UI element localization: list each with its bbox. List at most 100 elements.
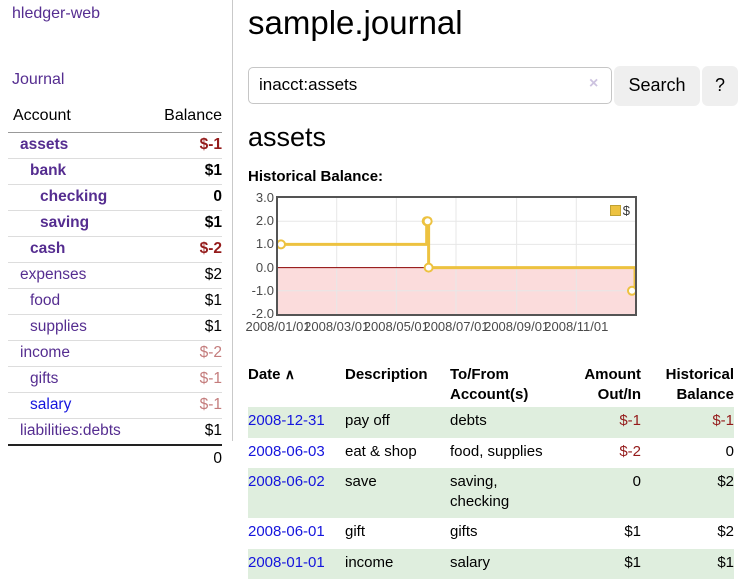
transaction-amount: 0 bbox=[632, 472, 641, 490]
y-axis-tick-label: 1.0 bbox=[255, 236, 274, 252]
app-title-link[interactable]: hledger-web bbox=[12, 5, 101, 22]
account-balance: $1 bbox=[149, 314, 222, 341]
register-row: 2008-12-31 pay off debts $-1 $-1 bbox=[248, 407, 734, 438]
search-form: × Search ? bbox=[248, 65, 738, 106]
account-link-cash[interactable]: cash bbox=[30, 240, 66, 257]
account-balance: $1 bbox=[149, 288, 222, 315]
account-link-bank[interactable]: bank bbox=[30, 162, 67, 179]
transaction-balance: $1 bbox=[717, 553, 734, 571]
transaction-description: eat & shop bbox=[345, 442, 417, 460]
account-row: supplies $1 bbox=[8, 314, 222, 341]
account-link-checking[interactable]: checking bbox=[40, 188, 108, 205]
chart-title: Historical Balance: bbox=[248, 167, 384, 185]
search-button[interactable]: Search bbox=[614, 65, 700, 106]
tofrom-column-header: To/From Account(s) bbox=[450, 365, 529, 404]
legend-label: $ bbox=[622, 202, 630, 218]
accounts-total-value: 0 bbox=[149, 444, 222, 472]
account-link-saving[interactable]: saving bbox=[40, 214, 90, 231]
amount-column-header: Amount Out/In bbox=[584, 365, 641, 404]
account-link-assets[interactable]: assets bbox=[20, 136, 69, 153]
transaction-accounts: gifts bbox=[450, 523, 478, 541]
transaction-description: gift bbox=[345, 523, 366, 541]
accounts-table-header: Account Balance bbox=[8, 102, 222, 133]
register-row: 2008-01-01 income salary $1 $1 bbox=[248, 548, 734, 579]
account-link-food[interactable]: food bbox=[30, 292, 61, 309]
account-balance: $-2 bbox=[149, 340, 222, 367]
historical-balance-chart: 3.0 2.0 1.0 0.0 -1.0 -2.0 $ 2008/01/01 2008/03… bbox=[245, 189, 734, 336]
account-balance: $-2 bbox=[149, 236, 222, 263]
chart-canvas bbox=[278, 197, 635, 314]
transaction-date-link[interactable]: 2008-06-03 bbox=[248, 442, 325, 460]
register-row: 2008-06-01 gift gifts $1 $2 bbox=[248, 518, 734, 548]
transaction-accounts: salary bbox=[450, 553, 491, 571]
transaction-balance: $2 bbox=[717, 523, 734, 541]
account-row: expenses $2 bbox=[8, 262, 222, 289]
x-axis-tick-label: 2008/01/01 bbox=[245, 318, 311, 334]
transaction-description: save bbox=[345, 472, 377, 490]
register-header-row: Date ∧ Description To/From Account(s) Am… bbox=[248, 363, 734, 408]
x-axis-tick-label: 2008/09/01 bbox=[484, 318, 550, 334]
account-link-income[interactable]: income bbox=[20, 344, 70, 361]
account-column-header: Account bbox=[8, 102, 150, 133]
account-row: salary $-1 bbox=[8, 392, 222, 419]
transaction-accounts: saving, checking bbox=[450, 472, 510, 511]
transaction-balance: $2 bbox=[717, 472, 734, 490]
y-axis-tick-label: -1.0 bbox=[251, 282, 274, 298]
transaction-amount: $1 bbox=[624, 523, 641, 541]
account-link-supplies[interactable]: supplies bbox=[30, 318, 87, 335]
date-column-header[interactable]: Date ∧ bbox=[248, 365, 295, 383]
y-axis-tick-label: 2.0 bbox=[255, 213, 274, 229]
y-axis-tick-label: 3.0 bbox=[255, 189, 274, 205]
account-heading: assets bbox=[248, 121, 327, 152]
account-row: liabilities:debts $1 bbox=[8, 418, 222, 446]
legend-swatch-icon bbox=[609, 204, 621, 216]
account-balance: 0 bbox=[149, 184, 222, 211]
x-axis-tick-label: 2008/05/01 bbox=[363, 318, 429, 334]
chart-x-axis: 2008/01/01 2008/03/01 2008/05/01 2008/07/01… bbox=[245, 318, 734, 335]
search-input[interactable] bbox=[248, 66, 612, 104]
y-axis-tick-label: -2.0 bbox=[251, 305, 274, 321]
transaction-amount: $1 bbox=[624, 553, 641, 571]
transaction-amount: $-2 bbox=[619, 442, 641, 460]
transaction-date-link[interactable]: 2008-01-01 bbox=[248, 553, 325, 571]
x-axis-tick-label: 2008/07/01 bbox=[423, 318, 489, 334]
account-row: assets $-1 bbox=[8, 132, 222, 159]
transaction-date-link[interactable]: 2008-06-01 bbox=[248, 523, 325, 541]
transaction-accounts: debts bbox=[450, 412, 487, 430]
y-axis-tick-label: 0.0 bbox=[255, 259, 274, 275]
account-link-gifts[interactable]: gifts bbox=[30, 370, 59, 387]
account-balance: $1 bbox=[149, 158, 222, 185]
transaction-balance: 0 bbox=[725, 442, 734, 460]
account-row: food $1 bbox=[8, 288, 222, 315]
register-row: 2008-06-03 eat & shop food, supplies $-2… bbox=[248, 438, 734, 468]
accounts-total-row: 0 bbox=[8, 444, 222, 472]
account-balance: $2 bbox=[149, 262, 222, 289]
account-row: gifts $-1 bbox=[8, 366, 222, 393]
account-balance: $-1 bbox=[149, 132, 222, 159]
transaction-description: pay off bbox=[345, 412, 390, 430]
help-button[interactable]: ? bbox=[702, 65, 738, 106]
account-balance: $1 bbox=[149, 418, 222, 446]
transaction-date-link[interactable]: 2008-12-31 bbox=[248, 412, 325, 430]
account-row: cash $-2 bbox=[8, 236, 222, 263]
sidebar-item-journal[interactable]: Journal bbox=[12, 71, 65, 88]
account-link-liabilities-debts[interactable]: liabilities:debts bbox=[20, 422, 121, 439]
transaction-accounts: food, supplies bbox=[450, 442, 543, 460]
balance-column-header: Historical Balance bbox=[665, 365, 734, 404]
account-balance: $1 bbox=[149, 210, 222, 237]
transaction-date-link[interactable]: 2008-06-02 bbox=[248, 472, 325, 490]
account-row: income $-2 bbox=[8, 340, 222, 367]
chart-legend: $ bbox=[609, 202, 630, 218]
balance-column-header: Balance bbox=[149, 102, 222, 133]
account-row: checking 0 bbox=[8, 184, 222, 211]
account-link-expenses[interactable]: expenses bbox=[20, 266, 87, 283]
account-row: saving $1 bbox=[8, 210, 222, 237]
x-axis-tick-label: 2008/11/01 bbox=[544, 318, 609, 334]
main-content: sample.journal × Search ? assets Histori… bbox=[245, 0, 738, 579]
page-title: sample.journal bbox=[248, 4, 463, 41]
account-link-salary[interactable]: salary bbox=[30, 396, 72, 413]
account-row: bank $1 bbox=[8, 158, 222, 185]
sidebar: hledger-web Journal Account Balance asse… bbox=[0, 0, 233, 472]
clear-search-icon[interactable]: × bbox=[589, 74, 599, 92]
transaction-description: income bbox=[345, 553, 394, 571]
